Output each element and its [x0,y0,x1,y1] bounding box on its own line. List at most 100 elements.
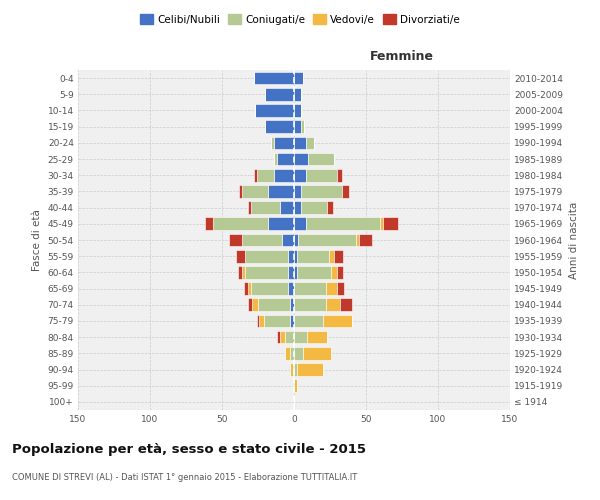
Bar [294,120,301,133]
Bar [288,250,294,262]
Bar [265,120,294,133]
Bar [290,363,293,376]
Bar [298,234,356,246]
Bar [334,250,343,262]
Bar [326,298,340,311]
Bar [290,314,294,328]
Bar [297,363,323,376]
Bar [337,266,343,278]
Bar [323,314,352,328]
Bar [294,202,301,214]
Bar [257,169,274,181]
Bar [294,363,297,376]
Bar [294,136,305,149]
Bar [294,314,323,328]
Bar [274,136,294,149]
Bar [251,202,280,214]
Bar [294,266,297,278]
Bar [383,218,398,230]
Bar [259,314,264,328]
Bar [341,185,349,198]
Bar [274,169,294,181]
Bar [205,218,214,230]
Bar [252,298,258,311]
Bar [380,218,383,230]
Bar [294,298,326,311]
Bar [254,72,294,85]
Bar [286,347,290,360]
Bar [294,282,326,295]
Bar [271,136,274,149]
Bar [245,250,288,262]
Bar [257,314,259,328]
Bar [305,136,314,149]
Bar [236,250,245,262]
Bar [301,185,341,198]
Bar [337,169,341,181]
Bar [254,169,257,181]
Bar [242,266,245,278]
Bar [301,202,327,214]
Bar [239,185,242,198]
Text: COMUNE DI STREVI (AL) - Dati ISTAT 1° gennaio 2015 - Elaborazione TUTTITALIA.IT: COMUNE DI STREVI (AL) - Dati ISTAT 1° ge… [12,472,357,482]
Bar [307,331,327,344]
Bar [248,298,252,311]
Y-axis label: Fasce di età: Fasce di età [32,209,42,271]
Bar [359,234,372,246]
Bar [258,298,290,311]
Bar [356,234,359,246]
Bar [331,266,337,278]
Bar [286,331,294,344]
Bar [340,298,352,311]
Bar [288,266,294,278]
Bar [280,331,286,344]
Bar [294,185,301,198]
Bar [265,88,294,101]
Bar [301,120,304,133]
Bar [274,152,277,166]
Bar [293,363,294,376]
Bar [297,250,329,262]
Bar [294,72,302,85]
Bar [305,218,380,230]
Bar [244,282,248,295]
Bar [327,202,333,214]
Bar [294,152,308,166]
Bar [294,104,301,117]
Legend: Celibi/Nubili, Coniugati/e, Vedovi/e, Divorziati/e: Celibi/Nubili, Coniugati/e, Vedovi/e, Di… [136,10,464,29]
Bar [277,331,280,344]
Bar [248,282,251,295]
Bar [326,282,337,295]
Bar [242,234,283,246]
Bar [294,250,297,262]
Bar [294,331,307,344]
Bar [329,250,334,262]
Bar [305,169,337,181]
Bar [294,88,301,101]
Bar [245,266,288,278]
Bar [294,347,302,360]
Y-axis label: Anni di nascita: Anni di nascita [569,202,579,278]
Bar [290,347,294,360]
Bar [294,169,305,181]
Text: Popolazione per età, sesso e stato civile - 2015: Popolazione per età, sesso e stato civil… [12,442,366,456]
Bar [294,380,297,392]
Bar [290,298,294,311]
Bar [297,266,331,278]
Bar [283,234,294,246]
Bar [337,282,344,295]
Bar [280,202,294,214]
Bar [268,218,294,230]
Bar [268,185,294,198]
Bar [238,266,242,278]
Bar [214,218,268,230]
Bar [288,282,294,295]
Bar [242,185,268,198]
Bar [229,234,242,246]
Bar [308,152,334,166]
Bar [248,202,251,214]
Text: Femmine: Femmine [370,50,434,63]
Bar [277,152,294,166]
Bar [255,104,294,117]
Bar [251,282,288,295]
